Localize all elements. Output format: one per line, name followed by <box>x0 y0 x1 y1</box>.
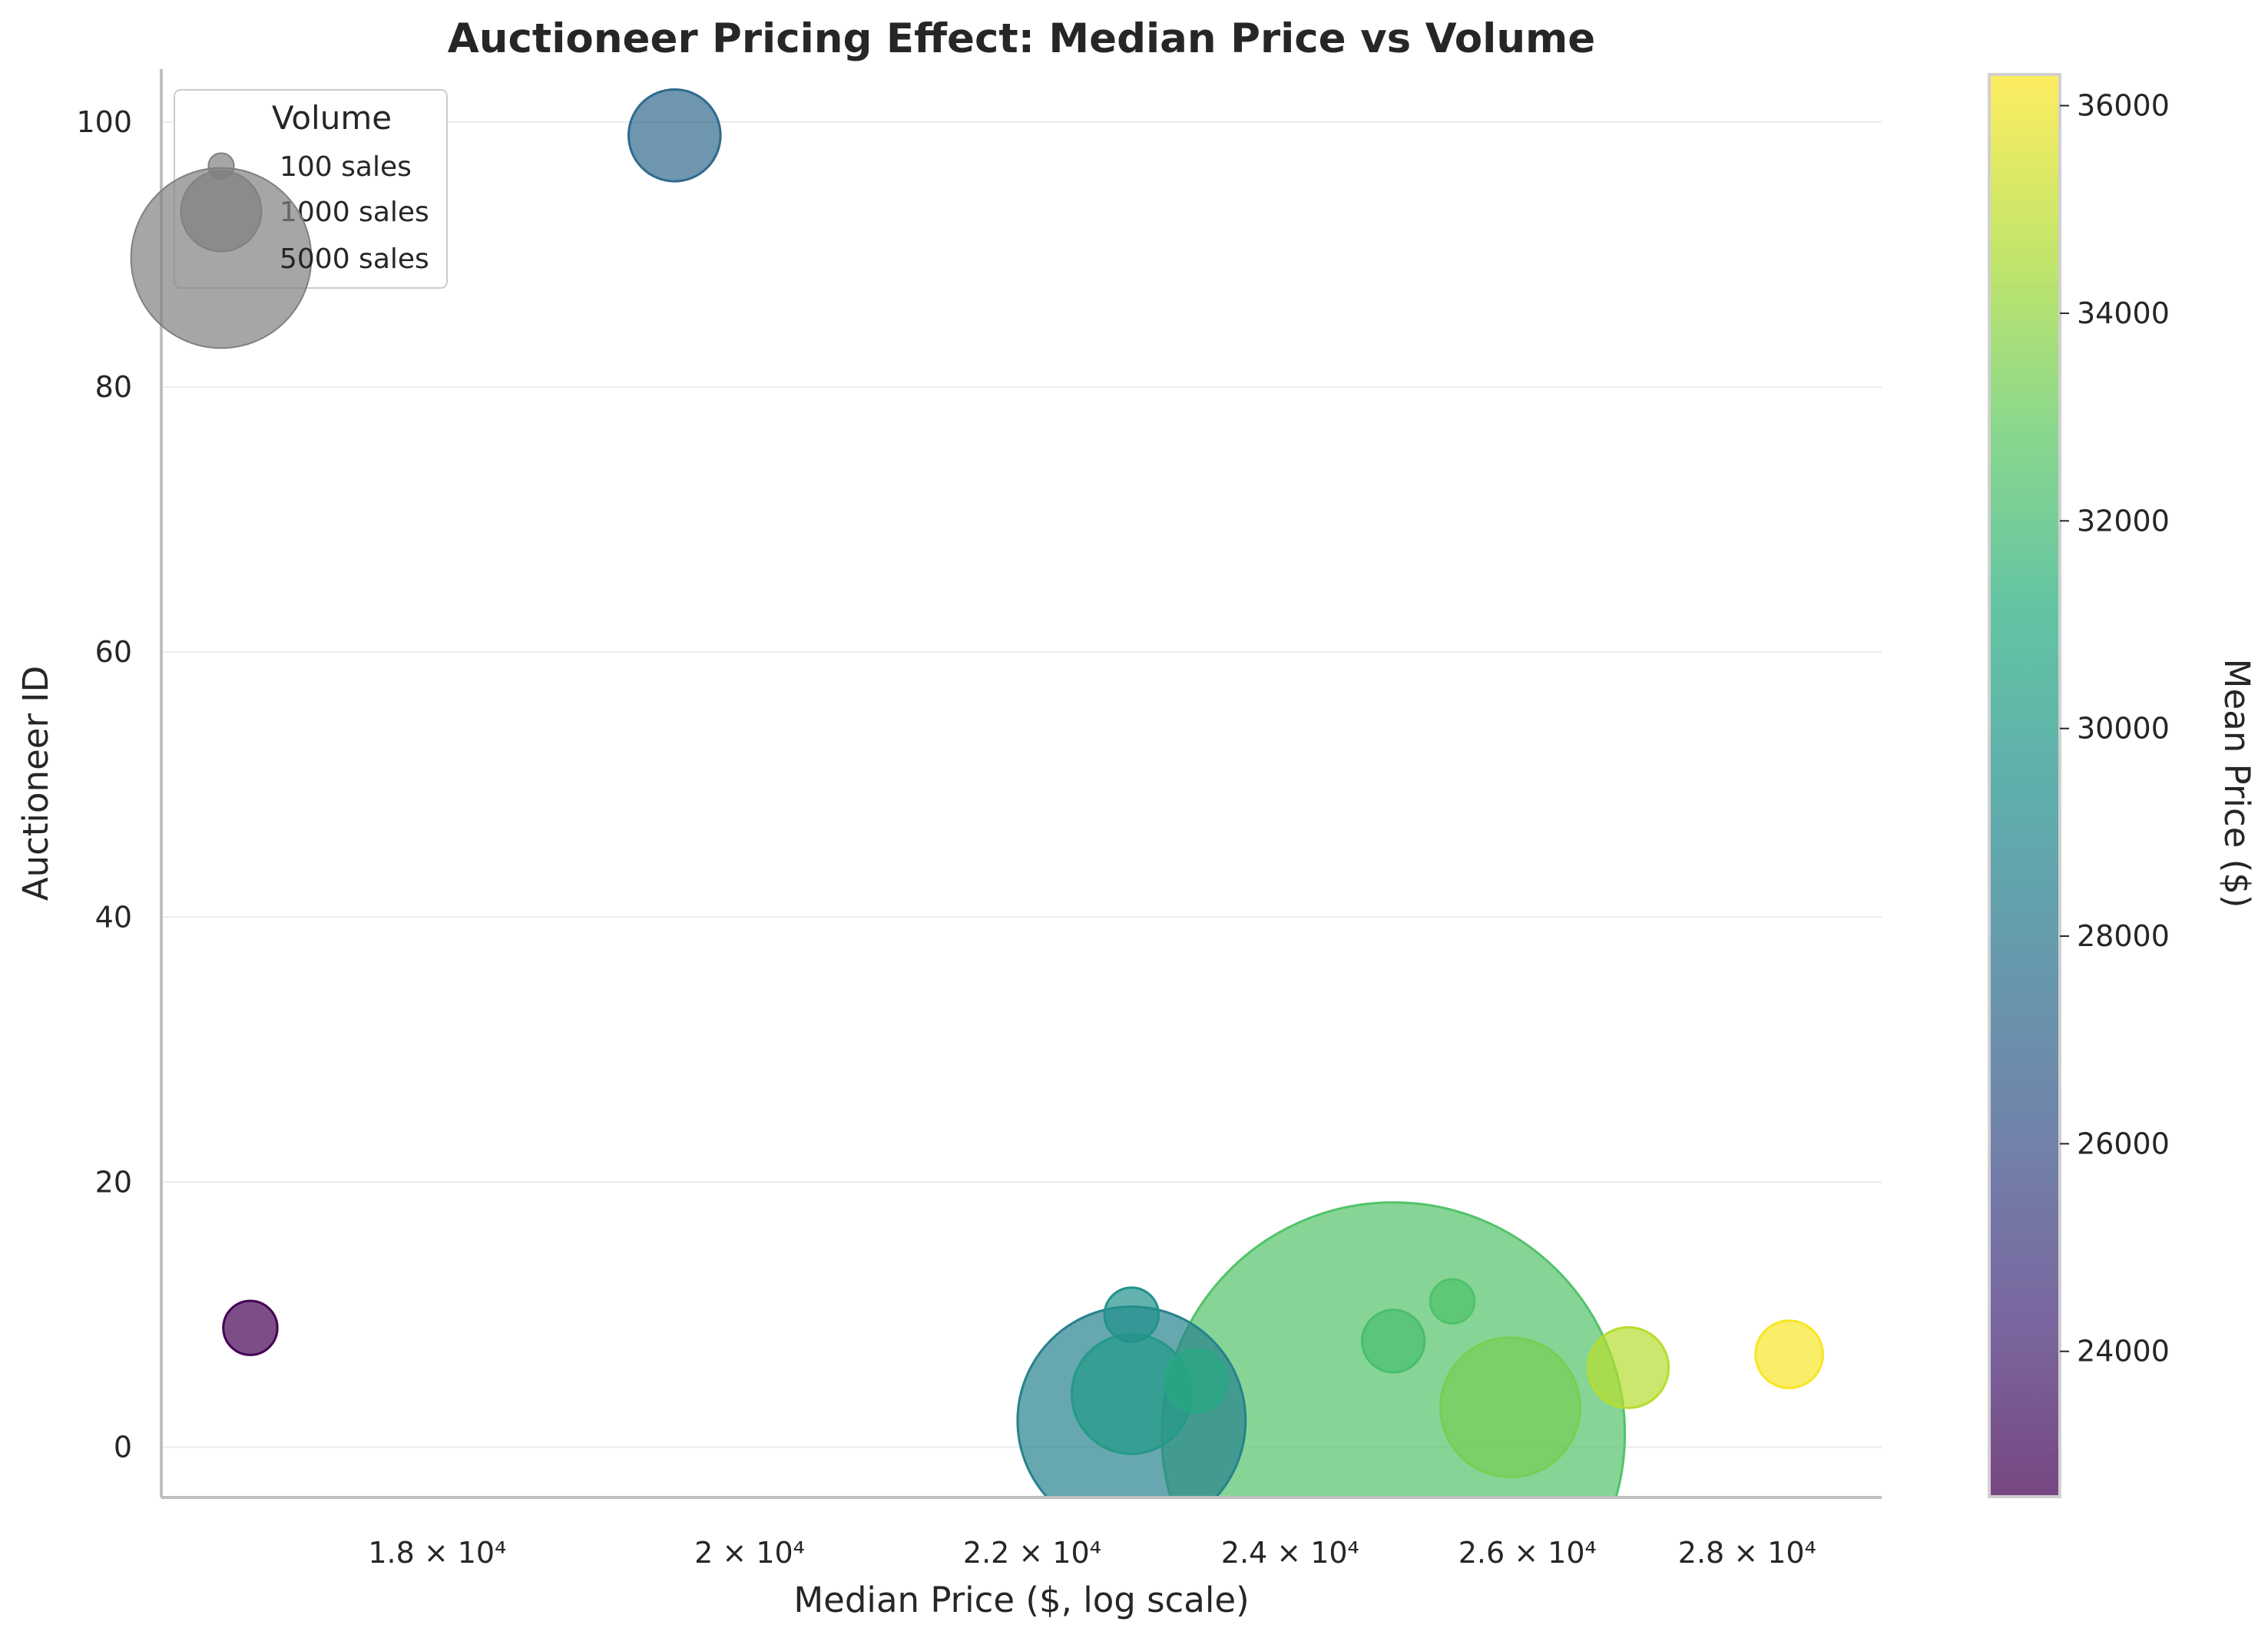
legend-marker <box>130 167 313 349</box>
bubble-auctioneer-9 <box>222 1299 279 1356</box>
x-tick-labels: 1.8 × 10⁴ 2 × 10⁴ 2.2 × 10⁴ 2.4 × 10⁴ 2.6 × … <box>368 1536 1816 1570</box>
colorbar-label: Mean Price ($) <box>2217 659 2257 908</box>
bubble-auctioneer-11 <box>1429 1278 1476 1325</box>
bubble-auctioneer-10 <box>1103 1286 1160 1343</box>
colorbar-tick-label: 32000 <box>2077 504 2170 538</box>
chart-title: Auctioneer Pricing Effect: Median Price … <box>448 15 1595 62</box>
colorbar-tick-label: 26000 <box>2077 1127 2170 1160</box>
colorbar-gradient <box>1988 73 2061 1498</box>
y-tick-label: 60 <box>95 635 132 669</box>
bubble-auctioneer-7 <box>1754 1319 1824 1390</box>
colorbar-tick-label: 28000 <box>2077 919 2170 953</box>
legend-entry-label: 100 sales <box>280 151 412 183</box>
y-tick-label: 20 <box>95 1165 132 1199</box>
legend-title: Volume <box>272 99 392 137</box>
y-tick-label: 40 <box>95 900 132 934</box>
y-tick-labels: 0 20 40 60 80 100 <box>76 105 132 1464</box>
colorbar-tick-label: 36000 <box>2077 89 2170 123</box>
x-tick-label: 2.4 × 10⁴ <box>1221 1536 1359 1570</box>
x-tick-label: 2.2 × 10⁴ <box>963 1536 1101 1570</box>
colorbar: 24000 26000 28000 30000 32000 34000 36000 Mean… <box>1988 73 2257 1498</box>
y-tick-label: 80 <box>95 370 132 404</box>
colorbar-tick-label: 30000 <box>2077 712 2170 746</box>
bubbles <box>222 88 1824 1497</box>
x-tick-label: 2 × 10⁴ <box>694 1536 805 1570</box>
bubble-auctioneer-8 <box>1360 1309 1426 1374</box>
bubble-auctioneer-99 <box>627 88 722 183</box>
x-axis-label: Median Price ($, log scale) <box>793 1580 1249 1620</box>
x-tick-label: 1.8 × 10⁴ <box>368 1536 506 1570</box>
x-tick-label: 2.8 × 10⁴ <box>1678 1536 1816 1570</box>
colorbar-tick-label: 34000 <box>2077 296 2170 330</box>
y-axis-label: Auctioneer ID <box>15 666 56 901</box>
y-tick-label: 0 <box>114 1430 132 1464</box>
colorbar-tick-label: 24000 <box>2077 1335 2170 1368</box>
bubble-auctioneer-5 <box>1164 1348 1229 1414</box>
bubble-auctioneer-3 <box>1439 1336 1581 1479</box>
gridlines <box>161 121 1882 1448</box>
y-tick-label: 100 <box>76 105 132 139</box>
legend-entry-label: 5000 sales <box>280 243 429 275</box>
bubble-auctioneer-6 <box>1587 1325 1670 1409</box>
x-tick-label: 2.6 × 10⁴ <box>1458 1536 1597 1570</box>
